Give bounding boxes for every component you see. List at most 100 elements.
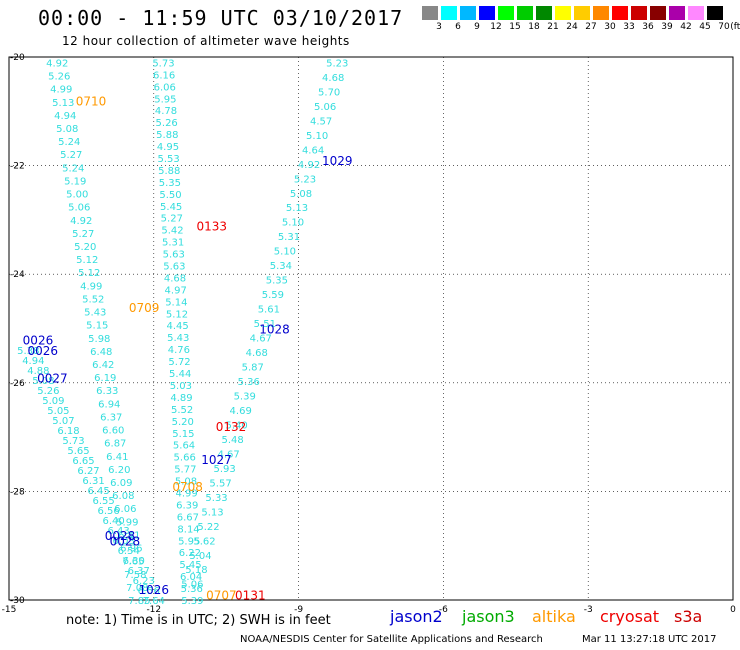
wave-height-value: 5.34	[270, 261, 292, 272]
y-tick-label: -30	[10, 596, 25, 606]
legend-label: 42	[680, 22, 692, 32]
wave-height-value: 5.93	[213, 464, 235, 475]
wave-height-value: 5.73	[152, 58, 174, 69]
legend-unit: (ft)	[730, 22, 740, 32]
wave-height-value: 5.22	[197, 522, 219, 533]
satellite-name: cryosat	[600, 607, 660, 626]
units-note: note: 1) Time is in UTC; 2) SWH is in fe…	[66, 613, 331, 628]
wave-height-value: 6.55	[92, 496, 114, 507]
wave-height-value: 5.95	[154, 94, 176, 105]
map-subtitle: 12 hour collection of altimeter wave hei…	[62, 34, 350, 48]
wave-height-value: 7.65	[122, 557, 144, 568]
wave-height-value: 5.12	[78, 268, 100, 279]
wave-height-value: 5.23	[294, 174, 316, 185]
legend-swatch	[536, 6, 552, 20]
legend-label: 36	[642, 22, 654, 32]
wave-height-value: 5.08	[290, 189, 312, 200]
wave-height-value: 4.78	[155, 106, 177, 117]
wave-height-value: 4.99	[50, 85, 72, 96]
wave-height-value: 5.06	[314, 102, 336, 113]
wave-height-value: 5.10	[306, 131, 328, 142]
x-tick-label: 0	[730, 605, 736, 615]
wave-height-value: 4.57	[310, 116, 332, 127]
wave-height-value: 5.26	[156, 118, 178, 129]
wave-height-value: 5.42	[161, 226, 183, 237]
legend-swatch	[574, 6, 590, 20]
wave-height-value: 5.36	[181, 584, 203, 595]
wave-height-value: 5.50	[159, 190, 181, 201]
wave-height-value: 6.08	[112, 491, 134, 502]
legend-swatch	[707, 6, 723, 20]
legend-swatch	[669, 6, 685, 20]
wave-height-value: 5.36	[238, 377, 260, 388]
legend-swatch	[688, 6, 704, 20]
wave-height-value: 4.99	[175, 488, 197, 499]
x-tick-label: -9	[294, 605, 303, 615]
pass-label: 1028	[259, 323, 290, 337]
wave-height-value: 5.51	[254, 319, 276, 330]
wave-height-value: 5.77	[174, 465, 196, 476]
legend-label: 27	[585, 22, 597, 32]
wave-height-value: 6.65	[72, 456, 94, 467]
wave-height-value: 5.18	[185, 565, 207, 576]
pass-label: 0133	[196, 219, 227, 233]
wave-height-value: 5.43	[167, 333, 189, 344]
y-tick-label: -22	[10, 162, 25, 172]
wave-height-value: 5.66	[174, 453, 196, 464]
wave-height-value: 5.39	[181, 596, 203, 607]
legend-swatch	[460, 6, 476, 20]
wave-height-value: 5.35	[159, 178, 181, 189]
wave-height-value: 6.27	[77, 466, 99, 477]
wave-height-value: 5.31	[278, 232, 300, 243]
wave-height-value: 6.96	[120, 544, 142, 555]
wave-height-value: 4.94	[22, 356, 44, 367]
pass-label: 0027	[37, 371, 68, 385]
wave-height-value: 5.03	[170, 381, 192, 392]
satellite-name: jason2	[390, 607, 443, 626]
wave-height-value: 4.68	[322, 73, 344, 84]
wave-height-value: 7.58	[124, 570, 146, 581]
wave-height-value: 5.13	[52, 98, 74, 109]
wave-height-value: 5.88	[156, 130, 178, 141]
wave-height-value: 6.18	[57, 426, 79, 437]
wave-height-value: 5.48	[222, 435, 244, 446]
wave-height-value: 5.08	[175, 477, 197, 488]
wave-height-value: 5.40	[226, 420, 248, 431]
wave-height-value: 4.68	[246, 348, 268, 359]
wave-height-value: 4.92	[46, 58, 68, 69]
wave-height-value: 5.05	[47, 406, 69, 417]
legend-label: 33	[623, 22, 635, 32]
wave-height-value: 6.33	[96, 386, 118, 397]
legend-swatch	[593, 6, 609, 20]
wave-height-value: 5.27	[72, 229, 94, 240]
wave-height-value: 8.14	[177, 524, 199, 535]
wave-height-value: 6.37	[100, 412, 122, 423]
pass-label: 0026	[28, 344, 59, 358]
wave-height-value: 5.08	[32, 376, 54, 387]
wave-height-value: 5.13	[286, 203, 308, 214]
wave-height-value: 5.13	[201, 507, 223, 518]
wave-height-value: 5.27	[161, 214, 183, 225]
legend-label: 12	[490, 22, 502, 32]
legend-label: 70	[718, 22, 730, 32]
wave-height-value: 6.40	[103, 516, 125, 527]
wave-height-value: 6.45	[87, 486, 109, 497]
wave-height-value: 4.45	[166, 321, 188, 332]
wave-height-value: 6.94	[98, 399, 120, 410]
legend-label: 15	[509, 22, 521, 32]
wave-height-value: 5.52	[171, 405, 193, 416]
pass-label: 0708	[172, 480, 203, 494]
wave-height-value: 4.94	[54, 111, 76, 122]
wave-height-value: 5.87	[242, 363, 264, 374]
y-tick-label: -26	[10, 379, 25, 389]
wave-height-value: 6.87	[104, 439, 126, 450]
pass-label: 0028	[105, 529, 136, 543]
wave-height-value: 6.22	[179, 548, 201, 559]
wave-height-value: 6.56	[97, 506, 119, 517]
wave-height-value: 6.16	[153, 70, 175, 81]
wave-height-value: 5.04	[189, 551, 211, 562]
wave-height-value: 5.00	[66, 190, 88, 201]
wave-height-value: 6.43	[108, 526, 130, 537]
pass-label: 0707	[206, 589, 237, 603]
